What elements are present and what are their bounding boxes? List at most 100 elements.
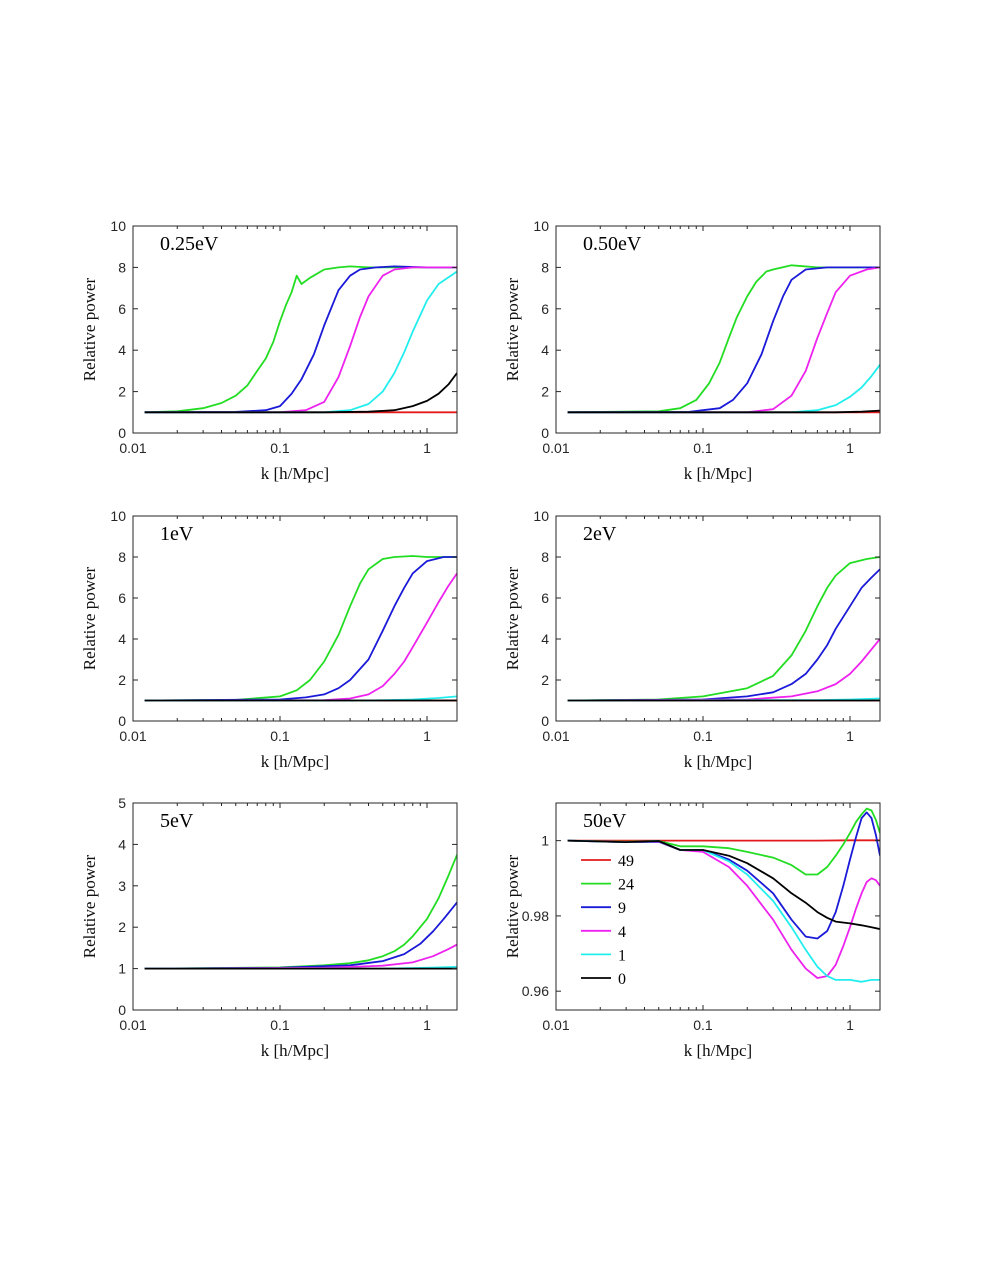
x-axis-label: k [h/Mpc] — [261, 464, 329, 483]
series-line-4 — [144, 266, 457, 414]
y-tick-label: 2 — [541, 672, 549, 688]
legend-label-1: 1 — [618, 947, 626, 964]
x-tick-label: 1 — [423, 1017, 431, 1033]
series-group — [567, 264, 880, 414]
x-tick-label: 1 — [846, 728, 854, 744]
x-axis-label: k [h/Mpc] — [684, 752, 752, 771]
y-tick-label: 0 — [118, 713, 126, 729]
series-line-24 — [567, 264, 880, 414]
series-line-9 — [567, 266, 880, 414]
y-axis-label: Relative power — [503, 277, 522, 381]
series-line-24 — [567, 556, 880, 702]
x-tick-label: 0.1 — [693, 440, 713, 456]
plot-frame — [555, 225, 881, 434]
panel-title: 1eV — [160, 523, 194, 545]
x-tick-label: 0.1 — [693, 728, 713, 744]
plot-frame — [555, 515, 881, 722]
series-group — [144, 265, 457, 414]
x-axis-label: k [h/Mpc] — [684, 1041, 752, 1060]
series-line-9 — [567, 568, 880, 702]
y-tick-label: 3 — [118, 878, 126, 894]
panel-title: 2eV — [583, 523, 617, 545]
series-group — [144, 854, 457, 970]
y-tick-label: 1 — [118, 961, 126, 977]
legend-label-24: 24 — [618, 877, 634, 894]
series-line-4 — [144, 572, 457, 702]
series-line-0 — [567, 839, 880, 930]
series-line-4 — [567, 266, 880, 414]
legend-label-0: 0 — [618, 971, 626, 988]
y-axis-label: Relative power — [80, 854, 99, 958]
y-tick-label: 2 — [118, 919, 126, 935]
y-tick-label: 0 — [541, 713, 549, 729]
y-tick-label: 0 — [118, 1002, 126, 1018]
y-tick-label: 0.96 — [522, 983, 549, 999]
plot-frame — [132, 515, 458, 722]
legend-label-9: 9 — [618, 900, 626, 917]
x-tick-label: 0.01 — [119, 1017, 146, 1033]
x-tick-label: 0.01 — [119, 728, 146, 744]
x-tick-label: 0.01 — [119, 440, 146, 456]
y-tick-label: 10 — [533, 508, 549, 524]
y-tick-label: 2 — [118, 672, 126, 688]
panel-title: 5eV — [160, 810, 194, 832]
x-tick-label: 0.01 — [542, 728, 569, 744]
x-tick-label: 0.1 — [270, 1017, 290, 1033]
x-axis-label: k [h/Mpc] — [684, 464, 752, 483]
legend-label-4: 4 — [618, 924, 626, 941]
x-tick-label: 1 — [423, 728, 431, 744]
y-tick-label: 1 — [541, 833, 549, 849]
series-line-0 — [144, 372, 457, 414]
y-tick-label: 6 — [541, 590, 549, 606]
series-line-4 — [567, 638, 880, 702]
series-line-0 — [567, 409, 880, 414]
series-group — [567, 807, 880, 983]
y-tick-label: 10 — [533, 218, 549, 234]
series-line-9 — [144, 901, 457, 970]
x-axis-label: k [h/Mpc] — [261, 1041, 329, 1060]
y-tick-label: 6 — [541, 301, 549, 317]
x-tick-label: 0.01 — [542, 1017, 569, 1033]
y-axis-label: Relative power — [80, 566, 99, 670]
panel-title: 0.50eV — [583, 233, 642, 255]
plot-frame — [132, 225, 458, 434]
y-tick-label: 0 — [541, 425, 549, 441]
series-line-9 — [144, 556, 457, 702]
series-group — [567, 556, 880, 702]
x-tick-label: 1 — [846, 440, 854, 456]
x-tick-label: 0.1 — [270, 728, 290, 744]
y-axis-label: Relative power — [503, 854, 522, 958]
x-tick-label: 0.1 — [270, 440, 290, 456]
y-tick-label: 5 — [118, 795, 126, 811]
legend: 49 24 9 4 1 0 — [581, 853, 634, 988]
y-tick-label: 8 — [118, 259, 126, 275]
series-group — [144, 555, 457, 702]
y-tick-label: 4 — [118, 836, 126, 852]
series-line-24 — [144, 265, 457, 414]
y-tick-label: 4 — [541, 342, 549, 358]
panel-6: 0.01 0.1 1 0.96 0.98 1 50eV k [h/Mpc] Relative p… — [503, 802, 881, 1060]
y-tick-label: 6 — [118, 301, 126, 317]
series-line-9 — [144, 265, 457, 414]
series-line-24 — [567, 807, 880, 876]
plot-frame — [555, 802, 881, 1011]
x-axis-label: k [h/Mpc] — [261, 752, 329, 771]
y-tick-label: 4 — [541, 631, 549, 647]
y-tick-label: 10 — [110, 508, 126, 524]
y-axis-label: Relative power — [503, 566, 522, 670]
panel-5: 0.01 0.1 1 0 1 2 3 4 5 5eV k [h/Mpc] Relative power — [80, 795, 458, 1060]
series-line-1 — [144, 270, 457, 414]
y-tick-label: 4 — [118, 342, 126, 358]
series-line-24 — [144, 555, 457, 702]
panel-title: 0.25eV — [160, 233, 219, 255]
y-tick-label: 0 — [118, 425, 126, 441]
y-tick-label: 2 — [541, 384, 549, 400]
y-tick-label: 8 — [541, 549, 549, 565]
legend-label-49: 49 — [618, 853, 634, 870]
x-tick-label: 1 — [423, 440, 431, 456]
